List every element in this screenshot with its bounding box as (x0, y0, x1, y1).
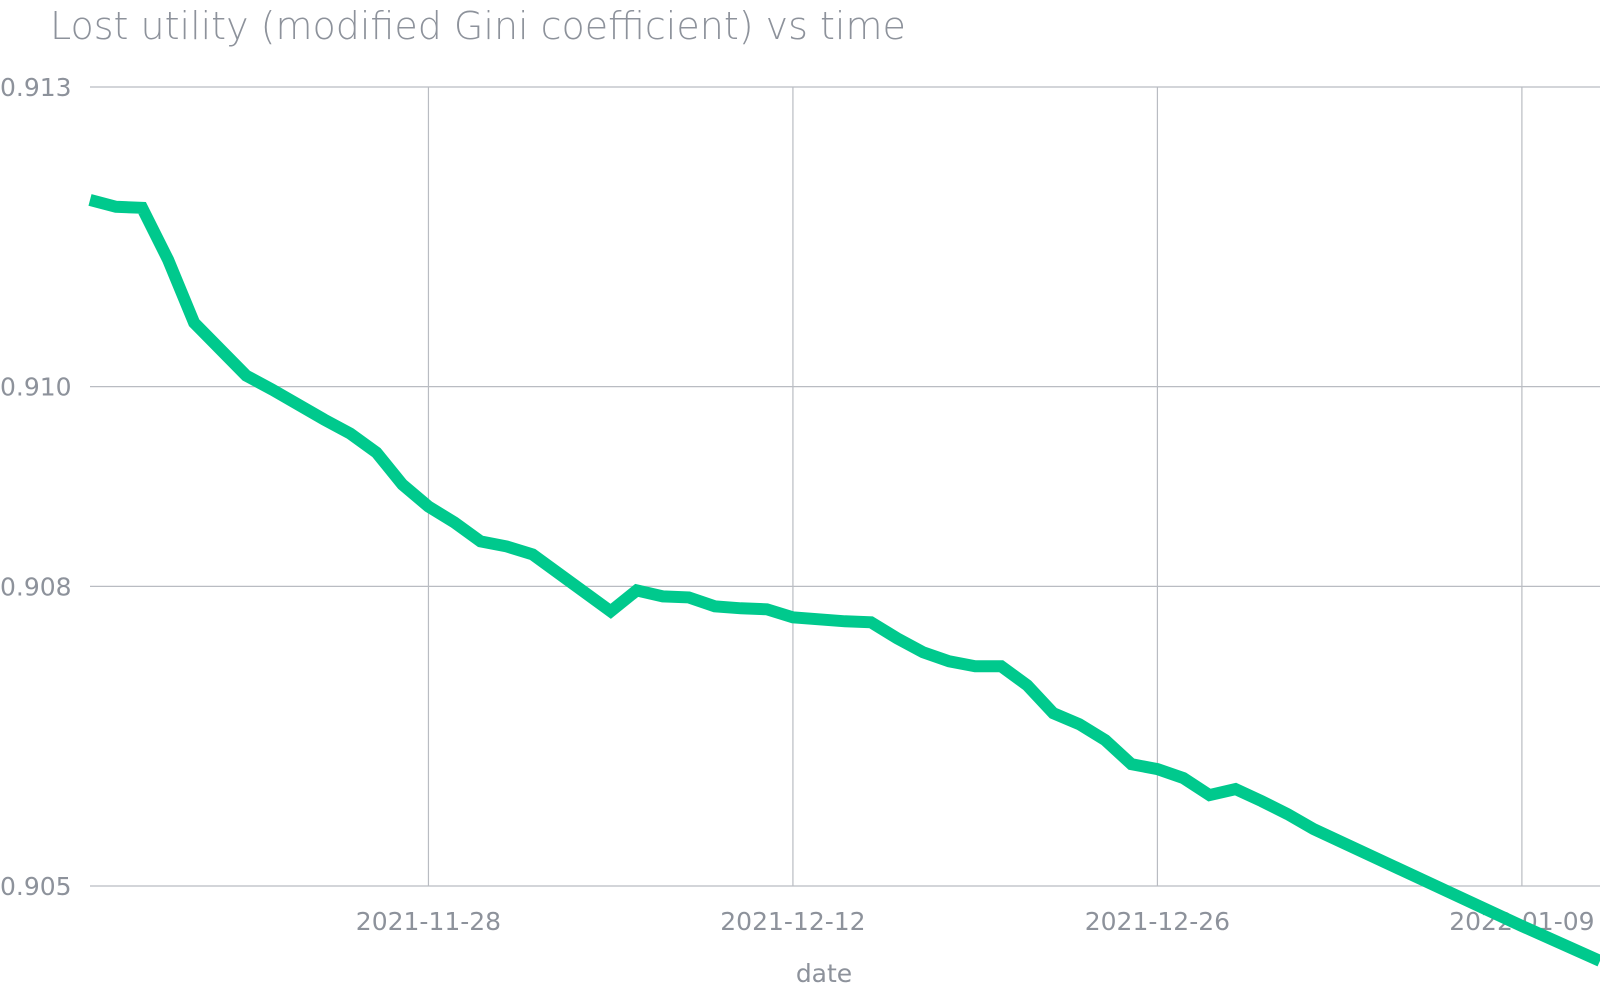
y-tick-label: 0.910 (0, 373, 72, 402)
tick-labels: 0.913 0.910 0.908 0.905 2021-11-28 2021-12-12… (0, 73, 1595, 936)
x-tick-label: 2021-12-26 (1085, 907, 1230, 936)
y-tick-label: 0.908 (0, 572, 72, 601)
grid-layer (90, 86, 1600, 887)
chart-title: Lost utility (modified Gini coefficient)… (50, 4, 906, 48)
y-tick-label: 0.913 (0, 73, 72, 102)
x-tick-label: 2021-12-12 (720, 907, 865, 936)
x-tick-label: 2021-11-28 (356, 907, 501, 936)
series-line (88, 194, 1600, 967)
y-tick-label: 0.905 (0, 872, 72, 901)
x-axis-label: date (796, 959, 852, 988)
series-layer (88, 194, 1600, 967)
